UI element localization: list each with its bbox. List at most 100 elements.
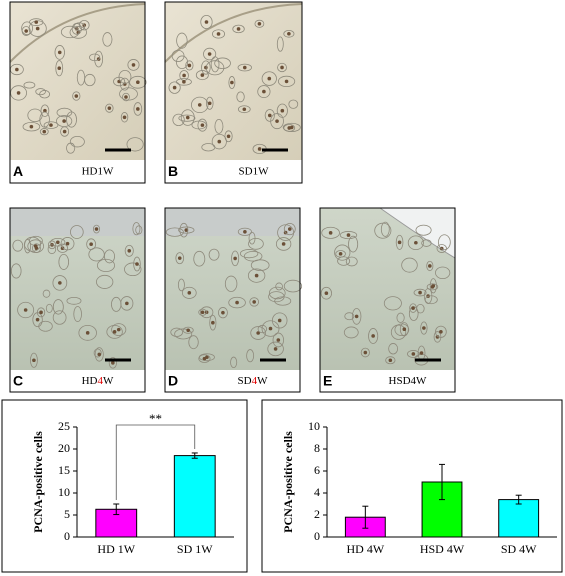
nucleus — [252, 300, 256, 304]
cell — [58, 253, 70, 270]
nucleus — [281, 242, 286, 246]
cell — [401, 257, 418, 273]
nucleus — [267, 113, 272, 118]
panel-caption: HSD4W — [389, 375, 428, 387]
cell — [211, 133, 227, 150]
cell — [69, 26, 87, 39]
cell — [270, 113, 284, 130]
panel-label: B — [168, 163, 178, 179]
nucleus — [62, 129, 67, 134]
nucleus — [200, 310, 205, 315]
cell — [193, 250, 206, 267]
nucleus — [277, 318, 282, 323]
nucleus — [257, 21, 262, 26]
bar — [498, 499, 540, 538]
cell — [21, 26, 31, 36]
nucleus — [97, 352, 102, 357]
nucleus — [262, 89, 266, 94]
nucleus — [185, 115, 190, 120]
caption-part: 4 — [252, 375, 258, 387]
caption-strip — [10, 160, 145, 183]
cell — [39, 128, 49, 136]
panel-caption: SD1W — [239, 165, 270, 177]
nucleus — [127, 249, 132, 253]
nucleus — [243, 229, 247, 234]
nucleus — [187, 63, 192, 68]
cell — [175, 252, 185, 265]
cell — [135, 225, 143, 235]
cell — [247, 268, 266, 283]
cell — [52, 299, 64, 315]
panel-label: E — [323, 373, 332, 389]
panel-caption: HD4W — [82, 375, 114, 387]
cell — [27, 108, 43, 123]
nucleus — [418, 290, 422, 295]
cell — [214, 119, 224, 134]
chart: 0 5 10 15 20 25 PCNA-positive cells HD 1W SD 1W *… — [1, 399, 248, 573]
cell — [208, 248, 220, 261]
cell — [195, 70, 209, 81]
cell — [267, 341, 284, 357]
nucleus — [65, 241, 70, 246]
cell — [345, 256, 358, 267]
cell — [191, 96, 209, 114]
nucleus — [125, 301, 129, 306]
cell — [39, 90, 50, 99]
caption-part: W — [103, 375, 114, 387]
cell — [344, 312, 355, 321]
nucleus — [414, 240, 418, 245]
cell — [435, 266, 451, 280]
cell — [277, 75, 296, 87]
nucleus — [24, 29, 28, 33]
nucleus — [242, 107, 247, 112]
cell — [73, 306, 82, 322]
cell — [321, 226, 340, 239]
nucleus — [35, 317, 40, 322]
nucleus — [235, 300, 239, 305]
cell — [388, 343, 399, 355]
cell — [239, 249, 259, 259]
nucleus — [217, 139, 222, 144]
panel: D SD4W — [164, 207, 303, 393]
cell — [237, 227, 252, 236]
cell — [415, 224, 432, 236]
caption-part: SD1W — [239, 165, 270, 177]
cell — [70, 225, 84, 239]
cell — [277, 62, 287, 73]
nucleus — [402, 327, 407, 332]
y-tick-label: 20 — [58, 441, 70, 455]
y-tick-label: 25 — [58, 419, 70, 433]
nucleus — [60, 246, 65, 251]
cell — [188, 335, 199, 350]
nucleus — [135, 262, 139, 266]
cell — [45, 303, 53, 313]
cell — [12, 239, 24, 252]
cell — [89, 53, 101, 62]
cell — [272, 332, 285, 348]
cell — [334, 244, 351, 261]
nucleus — [107, 106, 112, 110]
cell — [254, 19, 265, 28]
cell — [276, 103, 288, 118]
cell — [76, 69, 86, 86]
cell — [124, 244, 134, 257]
nucleus — [136, 80, 140, 85]
cell — [200, 14, 213, 30]
panel-border — [319, 207, 456, 393]
cell — [10, 85, 27, 101]
cell — [360, 347, 370, 358]
nucleus — [177, 256, 182, 260]
nucleus — [435, 335, 440, 339]
cell — [435, 325, 447, 338]
cell — [383, 296, 402, 311]
y-tick-label: 0 — [314, 529, 320, 543]
cell — [28, 20, 47, 37]
cell — [248, 237, 264, 250]
nucleus — [328, 231, 333, 235]
cell — [129, 75, 147, 89]
nucleus — [197, 103, 202, 107]
significance-bracket — [115, 424, 196, 500]
cell — [94, 50, 104, 68]
